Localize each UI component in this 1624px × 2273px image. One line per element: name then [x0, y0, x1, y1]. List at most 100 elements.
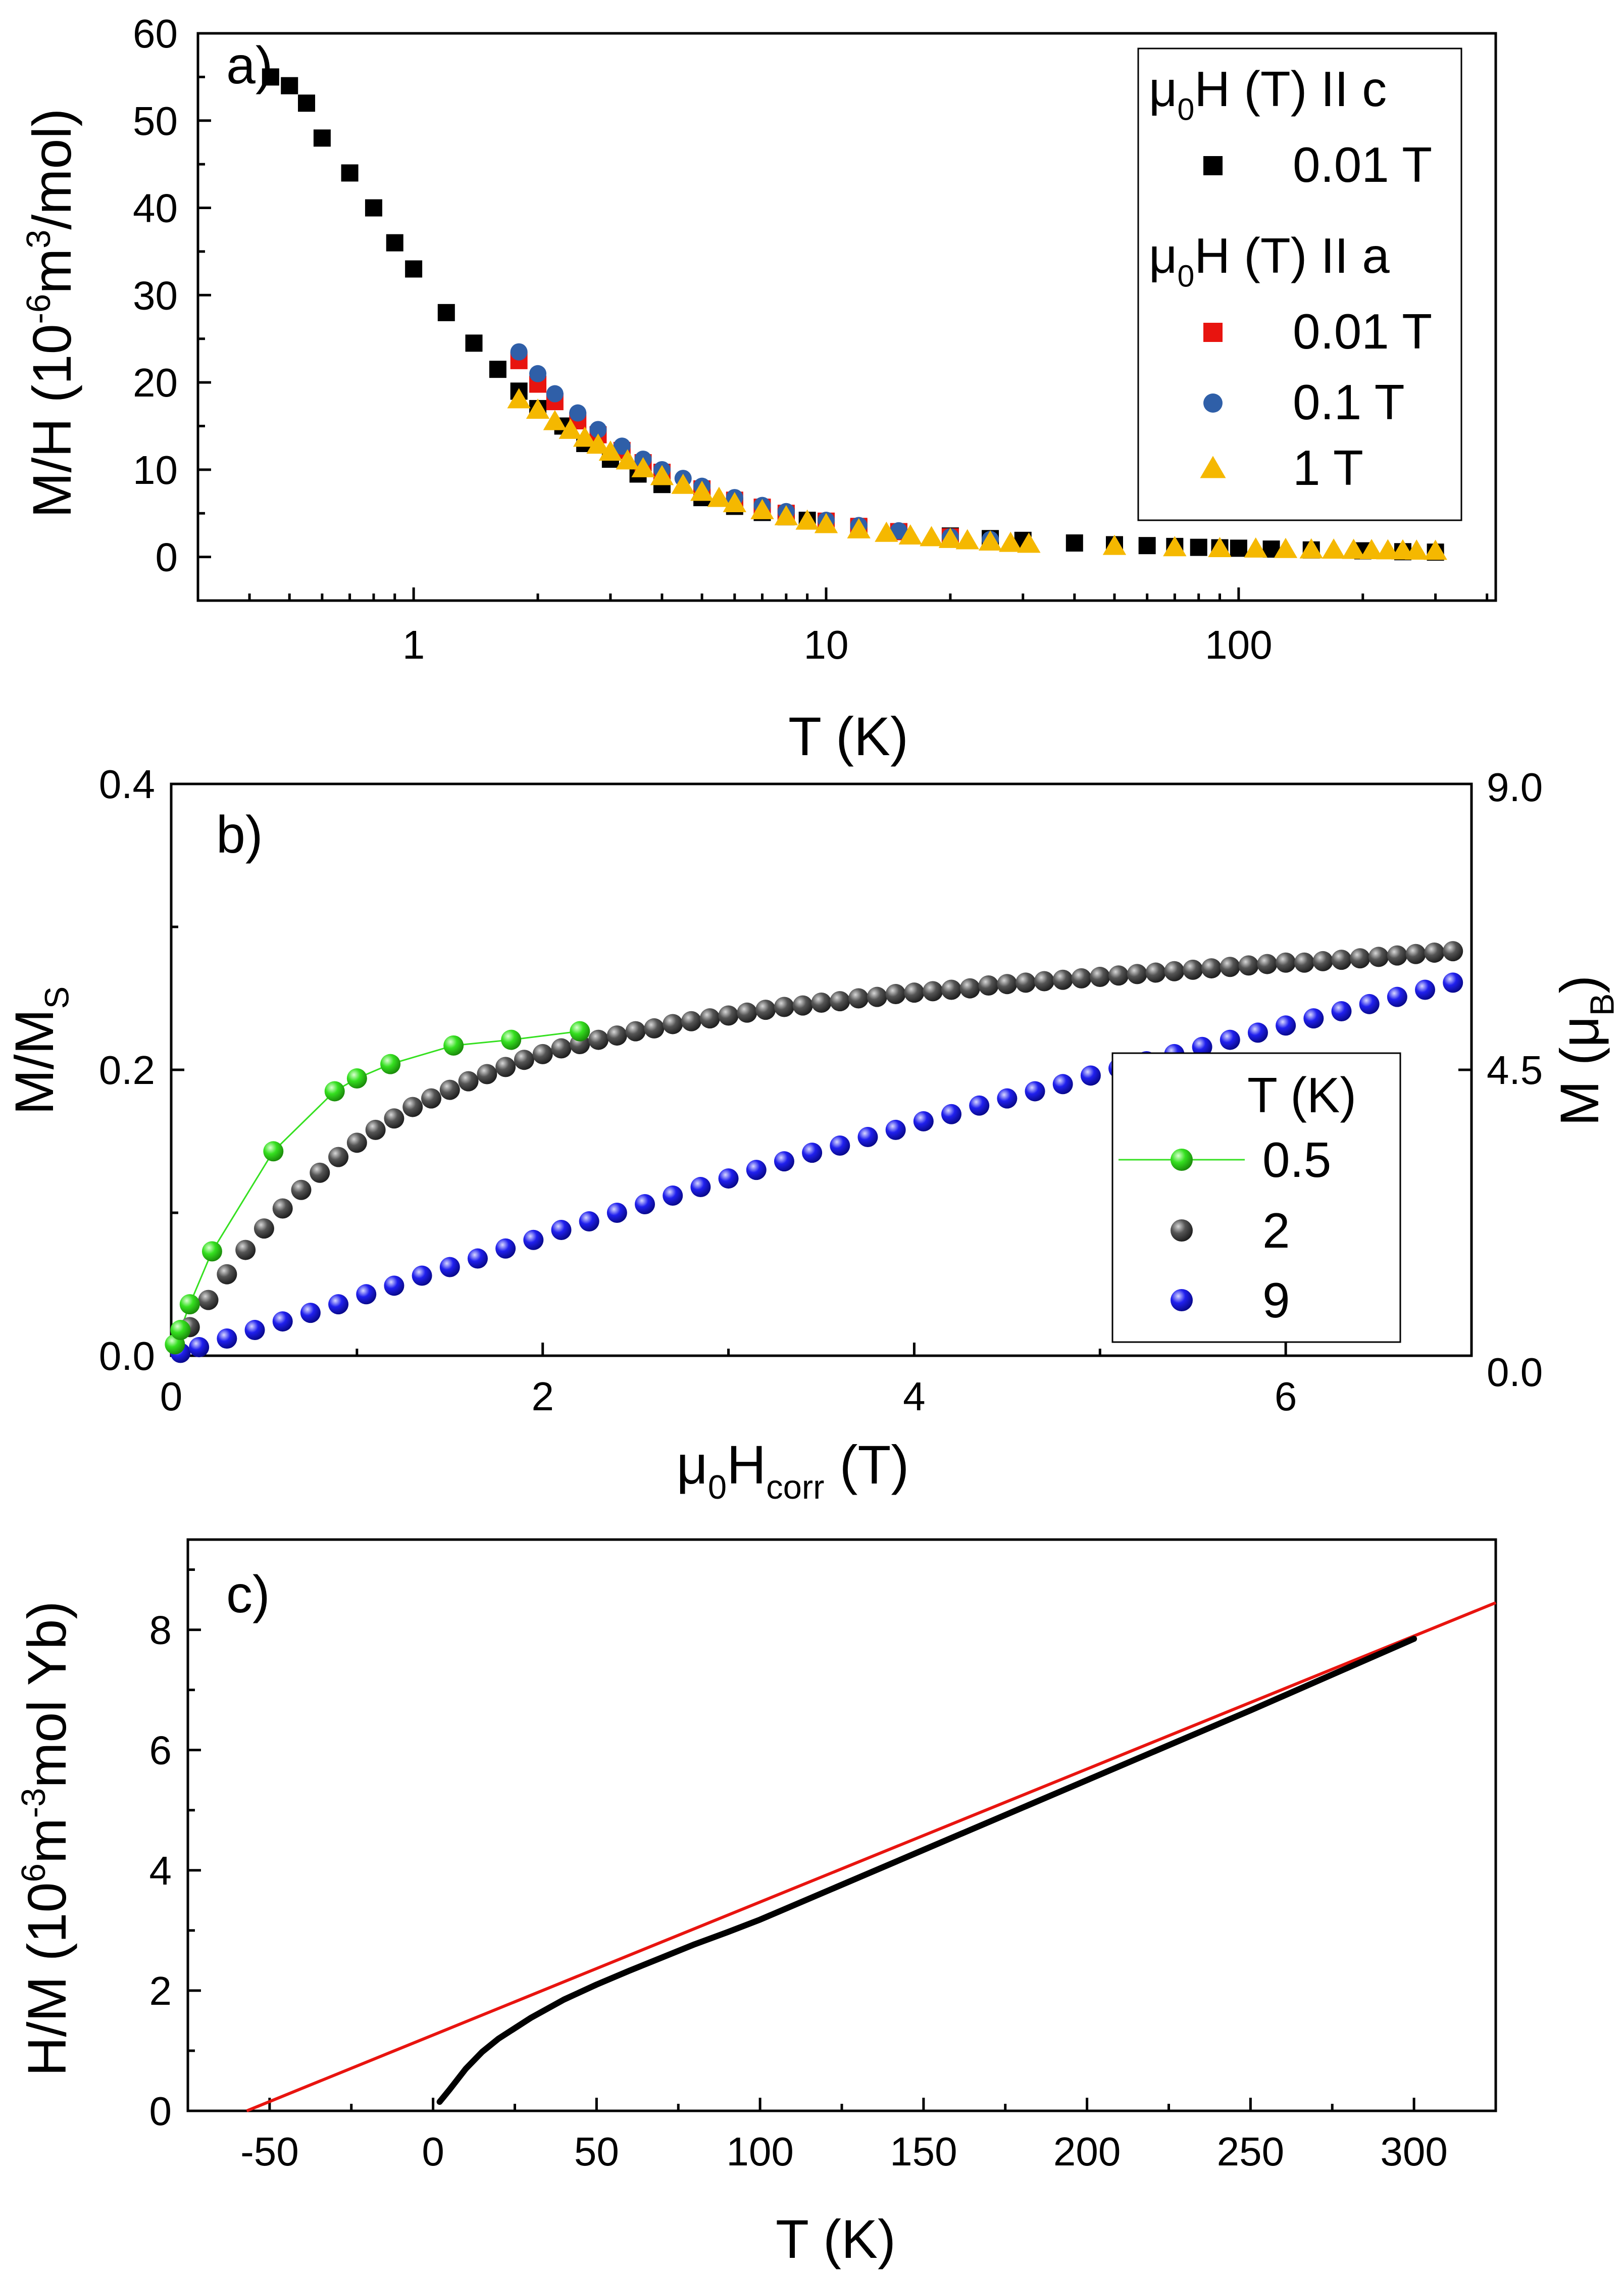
data-point: [244, 1320, 265, 1341]
data-point: [523, 1229, 544, 1250]
data-point: [1294, 952, 1314, 973]
data-point: [324, 1081, 345, 1102]
y2-tick-label: 0.0: [1487, 1350, 1543, 1395]
data-point: [1052, 969, 1073, 990]
data-point: [898, 524, 922, 545]
y2-tick-label: 9.0: [1487, 765, 1543, 810]
data-point: [644, 1018, 665, 1039]
legend-label: 0.1 T: [1293, 374, 1405, 430]
data-point: [707, 486, 731, 507]
data-point: [1016, 972, 1036, 993]
data-point: [551, 1038, 572, 1059]
data-point: [913, 1111, 934, 1131]
data-point: [1443, 972, 1463, 993]
data-point: [179, 1294, 200, 1315]
legend-label: 0.5: [1262, 1132, 1331, 1188]
data-point: [437, 304, 455, 321]
data-point: [1025, 1081, 1045, 1102]
x-tick-label: 150: [890, 2129, 957, 2174]
data-point: [510, 343, 528, 361]
y-axis-label: M/MS​: [4, 986, 76, 1115]
x-tick-label: 0: [160, 1374, 183, 1419]
data-point: [1247, 1022, 1268, 1043]
y-tick-label: 40: [133, 186, 178, 231]
plot-frame: [186, 1538, 1497, 2112]
legend-header: μ0​H (T) II c: [1149, 61, 1387, 126]
chart-c: -50 0 50 100 150 200 250 300 0 2 4 6 8 T (K) H/M (106​…: [15, 1538, 1497, 2269]
data-point: [310, 1162, 330, 1183]
data-point: [365, 1119, 386, 1140]
data-point: [1368, 947, 1389, 967]
data-point: [1090, 967, 1110, 987]
data-point: [1164, 961, 1185, 981]
data-point: [1359, 994, 1380, 1014]
data-point: [1312, 951, 1333, 971]
data-point: [923, 981, 943, 1002]
data-point: [999, 531, 1023, 552]
data-point: [298, 94, 316, 112]
data-point: [875, 521, 898, 542]
x-axis-label: μ0​Hcorr​ (T): [677, 1434, 909, 1506]
data-point: [217, 1328, 237, 1349]
data-point: [356, 1284, 377, 1305]
data-point: [217, 1264, 237, 1284]
data-point: [1405, 539, 1429, 560]
data-point: [189, 1337, 210, 1358]
data-point: [1299, 538, 1323, 559]
data-point: [690, 480, 714, 501]
data-point: [405, 260, 423, 278]
data-point: [489, 361, 506, 378]
data-point: [346, 1132, 367, 1153]
data-point: [1424, 539, 1447, 560]
data-point: [1190, 538, 1207, 556]
data-point: [746, 1160, 767, 1180]
data-point: [1017, 532, 1041, 553]
data-point: [885, 984, 906, 1005]
data-point: [978, 530, 1002, 551]
x-tick-label: -50: [240, 2129, 299, 2174]
data-point: [579, 1211, 599, 1231]
data-point: [365, 199, 382, 217]
data-point: [589, 421, 607, 438]
data-point: [969, 1095, 990, 1116]
data-point: [681, 1011, 701, 1031]
data-point: [1303, 1008, 1324, 1029]
data-point: [532, 1044, 553, 1064]
data-point: [1138, 537, 1156, 555]
x-axis-label: T (K): [788, 706, 908, 767]
legend-box: [1111, 1052, 1401, 1343]
data-point: [1220, 1029, 1240, 1050]
data-point: [402, 1097, 423, 1117]
y-tick-label: 10: [133, 448, 178, 492]
data-point: [1220, 957, 1240, 977]
data-point: [1331, 950, 1352, 970]
x-tick-label: 2: [531, 1374, 554, 1419]
data-point: [495, 1238, 516, 1259]
data-point: [598, 440, 623, 461]
data-point: [723, 492, 746, 513]
data-point: [1108, 965, 1129, 986]
data-point: [663, 1014, 683, 1034]
data-point: [281, 77, 298, 94]
data-point: [1350, 948, 1371, 969]
data-point: [170, 1320, 191, 1341]
y-tick-label: 8: [149, 1608, 172, 1653]
legend-marker: [1203, 323, 1223, 342]
data-point: [959, 978, 980, 999]
x-tick-label: 200: [1053, 2129, 1121, 2174]
data-point: [774, 505, 798, 525]
data-point: [1230, 539, 1247, 557]
data-line: [436, 1636, 1417, 2105]
y-tick-label: 0: [149, 2089, 172, 2134]
data-point: [346, 1068, 367, 1089]
data-point: [1183, 959, 1203, 980]
data-point: [439, 1257, 460, 1277]
data-point: [650, 465, 674, 485]
data-point: [1208, 537, 1232, 558]
data-point: [328, 1294, 349, 1315]
data-point: [1424, 942, 1445, 963]
data-point: [1331, 1001, 1352, 1021]
data-point: [616, 449, 639, 470]
data-point: [1163, 536, 1187, 557]
data-point: [1342, 538, 1365, 559]
